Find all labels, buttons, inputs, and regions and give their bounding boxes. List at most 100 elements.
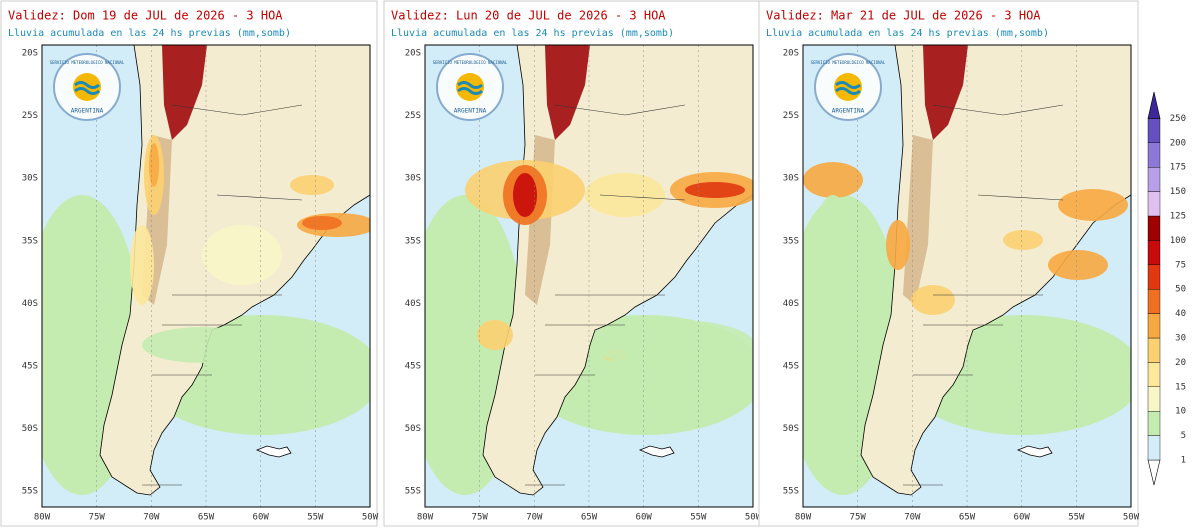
map: SERVICIO METEOROLOGICO NACIONAL ARGENTINA xyxy=(41,44,371,508)
lon-label: 65W xyxy=(581,513,598,523)
rain-area xyxy=(803,162,863,198)
colorbar-swatch xyxy=(1147,411,1161,436)
rain-area xyxy=(973,350,1033,370)
map-panel: Validez: Lun 20 de JUL de 2026 - 3 HOA Ll… xyxy=(383,0,762,527)
lat-label: 25S xyxy=(22,111,38,121)
lat-label: 20S xyxy=(22,49,38,59)
lat-label: 30S xyxy=(783,174,799,184)
panel-subtitle: Lluvia acumulada en las 24 hs previas (m… xyxy=(391,28,674,39)
lat-label: 50S xyxy=(405,424,421,434)
rain-area xyxy=(290,175,334,195)
lon-label: 80W xyxy=(417,513,434,523)
rain-area xyxy=(130,225,154,305)
lon-label: 60W xyxy=(253,513,270,523)
colorbar-label: 40 xyxy=(1175,309,1186,319)
lat-label: 25S xyxy=(405,111,421,121)
rain-area xyxy=(477,320,513,350)
map-border xyxy=(802,44,1132,508)
lat-label: 50S xyxy=(22,424,38,434)
lat-label: 30S xyxy=(22,174,38,184)
colorbar-label: 100 xyxy=(1170,236,1186,246)
map-border xyxy=(41,44,371,508)
islands xyxy=(255,445,292,458)
colorbar-label: 10 xyxy=(1175,407,1186,417)
logo-country: ARGENTINA xyxy=(454,108,487,115)
rain-area xyxy=(1003,230,1043,250)
rain-area xyxy=(585,173,665,217)
lat-label: 35S xyxy=(783,236,799,246)
colorbar-high xyxy=(1147,91,1161,119)
lon-label: 50W xyxy=(1123,513,1140,523)
colorbar-swatch xyxy=(1147,337,1161,363)
lat-label: 40S xyxy=(405,299,421,309)
logo: SERVICIO METEOROLOGICO NACIONAL ARGENTINA xyxy=(811,53,886,121)
colorbar-swatch xyxy=(1147,118,1161,144)
lat-label: 35S xyxy=(22,236,38,246)
lat-label: 25S xyxy=(783,111,799,121)
colorbar-label: 125 xyxy=(1170,212,1186,222)
lon-label: 50W xyxy=(745,513,762,523)
border xyxy=(903,104,1064,486)
logo-wave xyxy=(457,81,483,95)
colorbar-swatch xyxy=(1147,386,1161,412)
lat-label: 55S xyxy=(22,487,38,497)
islands xyxy=(638,445,675,458)
lon-label: 65W xyxy=(198,513,215,523)
rain-area xyxy=(142,327,262,363)
logo-name: SERVICIO METEOROLOGICO NACIONAL xyxy=(433,60,508,65)
rain-area xyxy=(595,320,753,370)
colorbar-swatch xyxy=(1147,289,1161,314)
lat-label: 50S xyxy=(783,424,799,434)
lon-label: 75W xyxy=(472,513,489,523)
colorbar-label: 50 xyxy=(1175,285,1186,295)
map-panel: Validez: Mar 21 de JUL de 2026 - 3 HOA Ll… xyxy=(758,0,1140,527)
lon-label: 55W xyxy=(307,513,324,523)
lon-label: 55W xyxy=(1068,513,1085,523)
rain-area xyxy=(302,216,342,230)
logo-country: ARGENTINA xyxy=(832,108,865,115)
lat-label: 40S xyxy=(22,299,38,309)
colorbar-swatch xyxy=(1147,166,1161,192)
colorbar-label: 200 xyxy=(1170,138,1186,148)
colorbar-label: 175 xyxy=(1170,163,1186,173)
lon-label: 75W xyxy=(89,513,106,523)
panel-title: Validez: Dom 19 de JUL de 2026 - 3 HOA xyxy=(8,9,283,23)
lon-label: 60W xyxy=(636,513,653,523)
colorbar-label: 250 xyxy=(1170,114,1186,124)
rain-area xyxy=(1058,189,1128,221)
andes xyxy=(162,45,207,140)
lon-label: 70W xyxy=(904,513,921,523)
rain-area xyxy=(149,143,159,187)
panel-subtitle: Lluvia acumulada en las 24 hs previas (m… xyxy=(766,28,1049,39)
lat-label: 55S xyxy=(405,487,421,497)
lat-label: 40S xyxy=(783,299,799,309)
lon-label: 70W xyxy=(143,513,160,523)
logo-name: SERVICIO METEOROLOGICO NACIONAL xyxy=(50,60,125,65)
lon-label: 50W xyxy=(362,513,379,523)
colorbar-swatch xyxy=(1147,264,1161,290)
lat-label: 45S xyxy=(405,362,421,372)
logo-country: ARGENTINA xyxy=(71,108,104,115)
andes xyxy=(923,45,968,140)
colorbar-label: 15 xyxy=(1175,382,1186,392)
lat-label: 30S xyxy=(405,174,421,184)
andes xyxy=(545,45,590,140)
lon-label: 55W xyxy=(690,513,707,523)
lon-label: 80W xyxy=(34,513,51,523)
border xyxy=(525,104,686,486)
map: SERVICIO METEOROLOGICO NACIONAL ARGENTINA xyxy=(802,44,1132,508)
border xyxy=(142,104,303,486)
rain-area xyxy=(886,220,910,270)
logo-name: SERVICIO METEOROLOGICO NACIONAL xyxy=(811,60,886,65)
lat-label: 45S xyxy=(783,362,799,372)
colorbar-swatch xyxy=(1147,142,1161,168)
logo: SERVICIO METEOROLOGICO NACIONAL ARGENTINA xyxy=(50,53,125,121)
colorbar-low xyxy=(1147,459,1161,486)
panel-subtitle: Lluvia acumulada en las 24 hs previas (m… xyxy=(8,28,291,39)
lat-label: 20S xyxy=(783,49,799,59)
lat-label: 55S xyxy=(783,487,799,497)
colorbar-swatch xyxy=(1147,435,1161,461)
map-panel: Validez: Dom 19 de JUL de 2026 - 3 HOA Ll… xyxy=(0,0,379,527)
